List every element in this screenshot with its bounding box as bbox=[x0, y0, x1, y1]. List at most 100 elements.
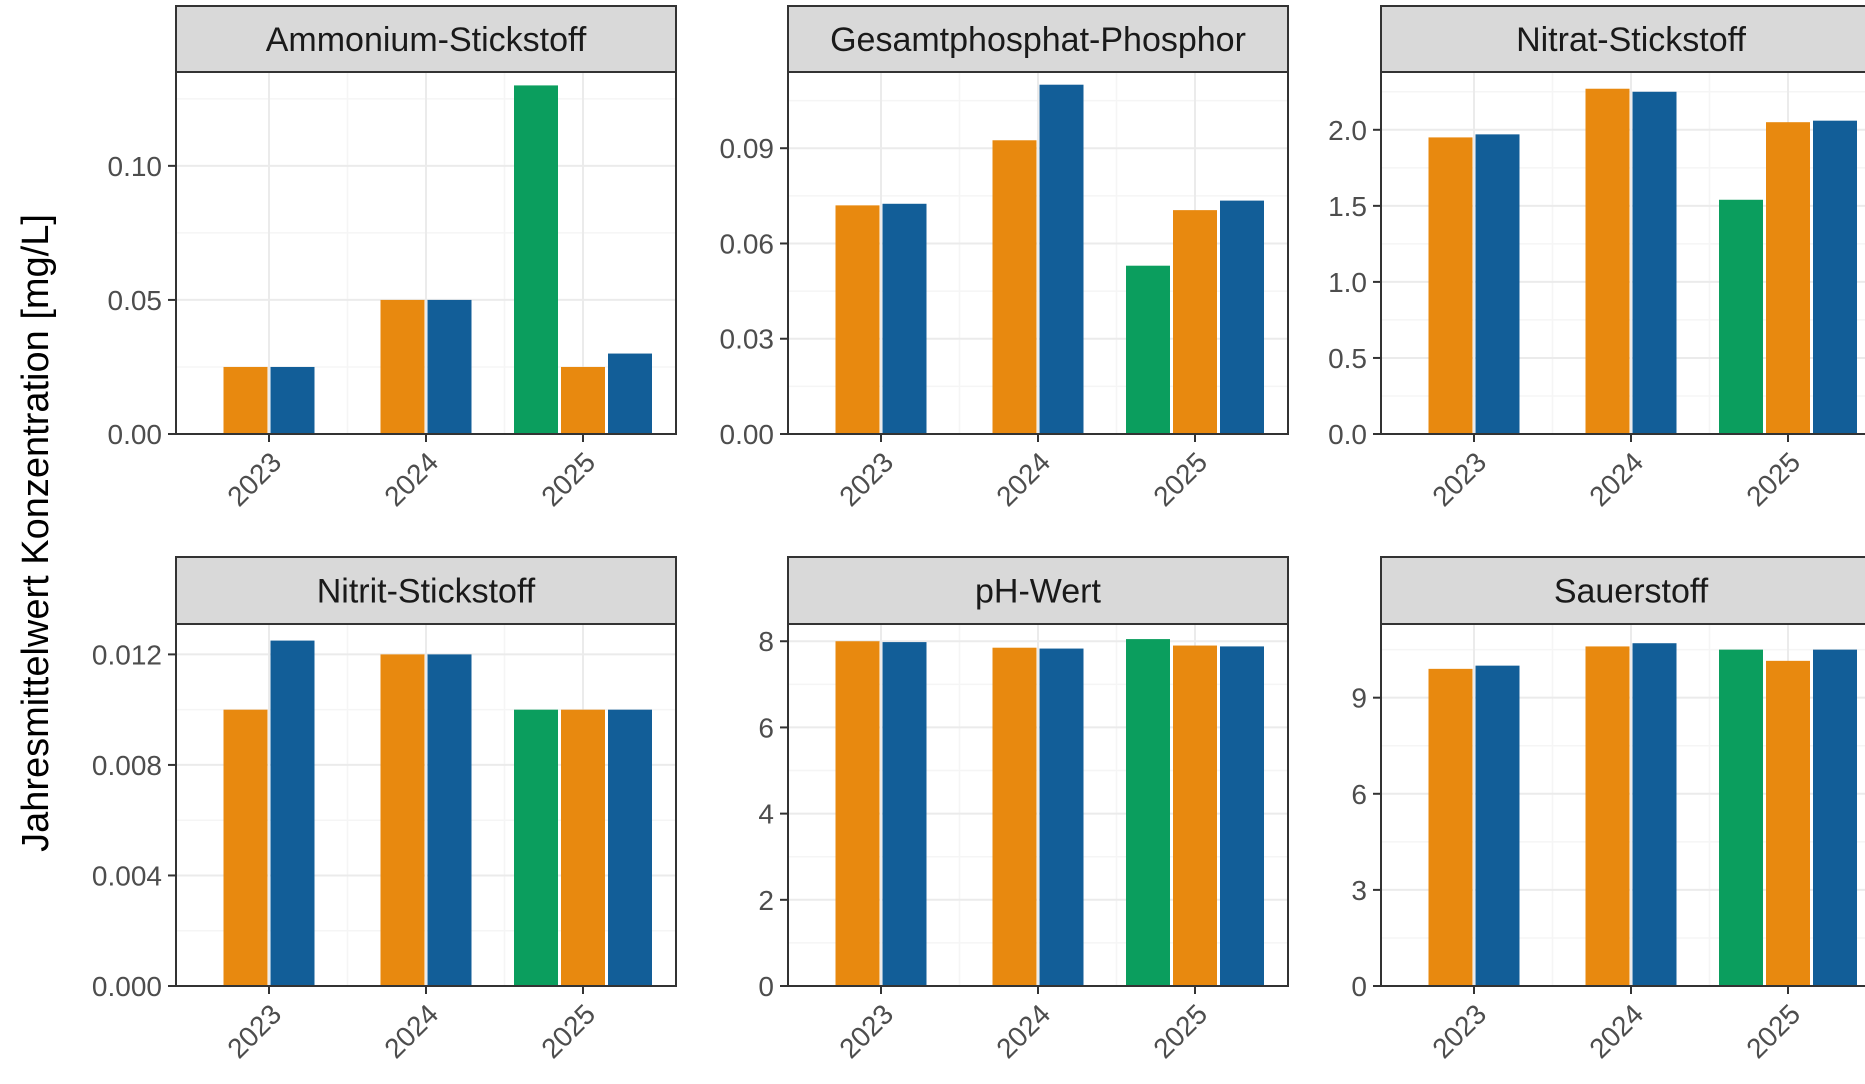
panel-1: Ammonium-Stickstoff 0.00 0.05 0.10 2023 2024 2… bbox=[108, 5, 677, 512]
panel-strip bbox=[175, 556, 677, 625]
bar-2025-blue bbox=[1220, 200, 1264, 434]
x-tick-label: 2025 bbox=[1147, 998, 1213, 1064]
x-tick-label: 2023 bbox=[833, 998, 899, 1064]
y-tick-label: 0.03 bbox=[720, 324, 775, 355]
bar-2023-orange bbox=[1428, 668, 1473, 986]
y-tick-label: 0.09 bbox=[720, 133, 775, 164]
bar-2023-orange bbox=[223, 709, 268, 986]
bar-2025-orange bbox=[1766, 122, 1810, 435]
x-tick-label: 2023 bbox=[221, 998, 287, 1064]
y-tick-label: 1.5 bbox=[1328, 191, 1367, 222]
x-tick-label: 2025 bbox=[1147, 446, 1213, 512]
y-tick-label: 4 bbox=[758, 799, 774, 830]
x-tick-label: 2023 bbox=[1426, 998, 1492, 1064]
y-tick-label: 6 bbox=[758, 712, 774, 743]
panel-strip bbox=[1380, 5, 1865, 73]
bar-2023-orange bbox=[223, 366, 268, 434]
bar-2024-blue bbox=[1039, 648, 1084, 986]
bar-2025-green bbox=[1719, 199, 1763, 434]
bar-2025-green bbox=[1719, 649, 1763, 986]
x-tick-label: 2024 bbox=[1583, 446, 1649, 512]
panel-strip bbox=[787, 5, 1289, 73]
bar-2024-blue bbox=[1632, 643, 1677, 986]
y-tick-label: 0.10 bbox=[108, 151, 163, 182]
panel-title: Ammonium-Stickstoff bbox=[266, 21, 587, 59]
y-tick-label: 0.06 bbox=[720, 228, 775, 259]
y-tick-label: 1.0 bbox=[1328, 267, 1367, 298]
x-tick-label: 2023 bbox=[221, 446, 287, 512]
bar-2024-blue bbox=[427, 654, 472, 986]
x-tick-label: 2025 bbox=[535, 998, 601, 1064]
bar-2025-green bbox=[1126, 639, 1170, 986]
bar-2023-orange bbox=[835, 205, 880, 434]
x-tick-label: 2025 bbox=[1740, 446, 1806, 512]
bar-2025-green bbox=[514, 709, 558, 986]
bar-2025-orange bbox=[561, 709, 605, 986]
y-tick-label: 8 bbox=[758, 626, 774, 657]
panel-title: Gesamtphosphat-Phosphor bbox=[830, 21, 1246, 59]
bar-2023-blue bbox=[882, 203, 927, 434]
bar-2024-orange bbox=[1585, 88, 1630, 435]
x-tick-label: 2024 bbox=[378, 998, 444, 1064]
panel-6: Sauerstoff 0 3 6 9 2023 2024 2025 bbox=[1351, 556, 1865, 1064]
panel-strip bbox=[787, 556, 1289, 625]
y-axis-label: Jahresmittelwert Konzentration [mg/L] bbox=[15, 214, 57, 852]
panel-title: pH-Wert bbox=[975, 573, 1101, 611]
bar-2025-orange bbox=[561, 366, 605, 434]
bar-2024-blue bbox=[1632, 91, 1677, 435]
bar-2024-orange bbox=[992, 647, 1037, 986]
bar-2023-blue bbox=[1475, 665, 1520, 986]
panel-title: Nitrit-Stickstoff bbox=[317, 573, 536, 611]
bar-2023-orange bbox=[1428, 137, 1473, 434]
y-tick-label: 2 bbox=[758, 885, 774, 916]
bar-2024-orange bbox=[992, 140, 1037, 435]
panel-3: Nitrat-Stickstoff 0.0 0.5 1.0 1.5 2.0 2023 2024… bbox=[1328, 5, 1865, 512]
bar-2025-orange bbox=[1766, 660, 1810, 986]
bar-2025-blue bbox=[608, 709, 652, 986]
x-tick-label: 2025 bbox=[535, 446, 601, 512]
x-tick-label: 2024 bbox=[990, 446, 1056, 512]
panel-5: pH-Wert 0 2 4 6 8 2023 2024 2025 bbox=[758, 556, 1289, 1064]
x-tick-label: 2025 bbox=[1740, 998, 1806, 1064]
bar-2024-orange bbox=[380, 299, 425, 434]
bar-2023-blue bbox=[882, 642, 927, 986]
bar-2023-blue bbox=[270, 366, 315, 434]
panel-title: Sauerstoff bbox=[1554, 573, 1709, 611]
bar-2025-blue bbox=[1813, 120, 1857, 434]
bar-2024-blue bbox=[1039, 84, 1084, 434]
y-tick-label: 0.00 bbox=[108, 419, 163, 450]
bar-2023-orange bbox=[835, 641, 880, 986]
bar-2025-orange bbox=[1173, 645, 1217, 986]
bar-2024-blue bbox=[427, 299, 472, 434]
bar-2025-blue bbox=[1220, 646, 1264, 986]
panel-strip bbox=[1380, 556, 1865, 625]
bar-2025-orange bbox=[1173, 210, 1217, 434]
y-tick-label: 0 bbox=[758, 971, 774, 1002]
x-tick-label: 2024 bbox=[378, 446, 444, 512]
panel-2: Gesamtphosphat-Phosphor 0.00 0.03 0.06 0.09 2… bbox=[720, 5, 1289, 512]
x-tick-label: 2023 bbox=[1426, 446, 1492, 512]
x-tick-label: 2023 bbox=[833, 446, 899, 512]
panel-4: Nitrit-Stickstoff 0.000 0.004 0.008 0.012 202… bbox=[92, 556, 677, 1064]
y-tick-label: 0.004 bbox=[92, 860, 162, 891]
panel-title: Nitrat-Stickstoff bbox=[1516, 21, 1746, 59]
y-tick-label: 0.012 bbox=[92, 639, 162, 670]
y-tick-label: 0.5 bbox=[1328, 343, 1367, 374]
y-tick-label: 9 bbox=[1351, 683, 1367, 714]
bar-2024-orange bbox=[380, 654, 425, 986]
bar-2025-green bbox=[1126, 265, 1170, 434]
bar-2023-blue bbox=[270, 640, 315, 986]
bar-2023-blue bbox=[1475, 134, 1520, 435]
y-tick-label: 3 bbox=[1351, 875, 1367, 906]
y-tick-label: 6 bbox=[1351, 779, 1367, 810]
y-tick-label: 2.0 bbox=[1328, 115, 1367, 146]
y-tick-label: 0.05 bbox=[108, 285, 163, 316]
bar-2025-blue bbox=[608, 353, 652, 434]
bar-2025-green bbox=[514, 85, 558, 434]
panel-strip bbox=[175, 5, 677, 73]
y-tick-label: 0.00 bbox=[720, 419, 775, 450]
x-tick-label: 2024 bbox=[1583, 998, 1649, 1064]
y-tick-label: 0 bbox=[1351, 971, 1367, 1002]
y-tick-label: 0.008 bbox=[92, 750, 162, 781]
bar-2025-blue bbox=[1813, 649, 1857, 986]
